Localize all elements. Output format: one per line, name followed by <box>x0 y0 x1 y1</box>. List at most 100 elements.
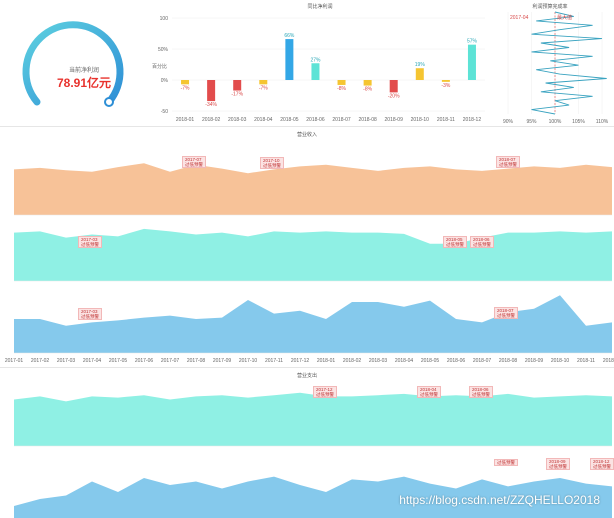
bar <box>363 80 372 86</box>
y-tick-label: 50% <box>158 47 169 53</box>
month-tick-label: 2017-05 <box>109 358 128 364</box>
warning-callout: 2018-05 过低预警 <box>443 236 467 248</box>
revenue-area-orange <box>14 163 612 215</box>
x-tick-label: 95% <box>526 119 537 125</box>
callout-line: 过低预警 <box>420 392 438 397</box>
x-tick-label: 2018-03 <box>228 117 247 123</box>
x-tick-label: 100% <box>549 119 562 125</box>
yoy-profit-bar-chart: 100 50% 0% -50 百分比 -7% 2018-01 -34% 2018-02 -17% 2… <box>152 16 485 123</box>
line-panel-title: 利润预算完成率 <box>532 4 568 10</box>
bar-data-label: -7% <box>181 85 190 91</box>
expense-section-title: 营业支出 <box>296 373 317 379</box>
bar-data-label: -20% <box>388 93 400 99</box>
callout-line: 2018-07 <box>497 308 514 313</box>
callout-line: 过低预警 <box>446 242 464 247</box>
expense-area-charts <box>14 392 612 518</box>
x-tick-label: 2018-05 <box>280 117 299 123</box>
month-tick-label: 2018-06 <box>447 358 466 364</box>
warning-callout: 2017-12 过低预警 <box>313 386 337 398</box>
callout-line: 过低预警 <box>185 162 203 167</box>
callout-line: 过低预警 <box>549 464 567 469</box>
gauge-value: 78.91亿元 <box>56 76 112 90</box>
month-tick-label: 2017-09 <box>213 358 232 364</box>
y-tick-label: 100 <box>160 16 169 22</box>
callout-line: 过低预警 <box>81 242 99 247</box>
x-tick-label: 2018-11 <box>437 117 455 123</box>
callout-line: 2017-10 <box>263 158 280 163</box>
bar <box>389 80 398 93</box>
callout-line: 2017-12 <box>316 387 333 392</box>
month-tick-label: 2017-06 <box>135 358 154 364</box>
month-tick-label: 2017-02 <box>31 358 50 364</box>
y-tick-label: -50 <box>161 109 168 115</box>
expense-area-blue <box>14 476 612 518</box>
callout-line: 过低预警 <box>81 314 99 319</box>
y-tick-label: 0% <box>161 78 169 84</box>
divider <box>0 367 614 368</box>
callout-line: 过低预警 <box>497 460 515 465</box>
line-annotation: 2017-04 <box>510 15 529 21</box>
revenue-area-charts: 2017-01 2017-02 2017-03 2017-04 2017-05 2017-… <box>5 163 614 364</box>
warning-callout: 2018-06 过低预警 <box>470 236 494 248</box>
x-tick-label: 2018-08 <box>358 117 377 123</box>
warning-callout: 2018-09 过低预警 <box>546 458 570 470</box>
warning-callout: 2018-07 过低预警 <box>496 156 520 168</box>
callout-line: 过低预警 <box>499 162 517 167</box>
callout-line: 2018-09 <box>549 459 566 464</box>
completion-line <box>531 11 607 115</box>
y-axis-unit: 百分比 <box>152 63 167 70</box>
bar-data-label: -34% <box>205 102 217 108</box>
x-tick-label: 2018-07 <box>332 117 351 123</box>
warning-callout: 2017-10 过低预警 <box>260 157 284 169</box>
bar <box>181 80 190 85</box>
budget-completion-line-chart: 90% 95% 100% 105% 110% 2017-04 最大值 <box>503 11 609 125</box>
callout-line: 过低预警 <box>316 392 334 397</box>
warning-callout: 2018-06 过低预警 <box>469 386 493 398</box>
bar-data-label: 27% <box>310 57 321 63</box>
revenue-section-title: 营业收入 <box>296 132 317 138</box>
callout-line: 2018-07 <box>499 157 516 162</box>
bar <box>233 80 242 91</box>
callout-line: 过低预警 <box>263 163 281 168</box>
bar-data-label: -8% <box>363 87 372 93</box>
warning-callout: 2018-07 过低预警 <box>494 307 518 319</box>
callout-line: 2017-03 <box>81 309 98 314</box>
month-tick-label: 2018-04 <box>395 358 414 364</box>
callout-line: 2017-03 <box>81 237 98 242</box>
x-tick-label: 2018-09 <box>385 117 404 123</box>
month-tick-label: 2018-11 <box>577 358 595 364</box>
bar <box>311 63 320 80</box>
watermark: https://blog.csdn.net/ZZQHELLO2018 <box>399 493 600 507</box>
x-tick-label: 110% <box>596 119 609 125</box>
gauge-knob <box>104 97 114 107</box>
callout-line: 过低预警 <box>472 392 490 397</box>
bar <box>441 80 450 82</box>
gauge-ring <box>22 21 124 107</box>
callout-line: 过低预警 <box>593 464 611 469</box>
expense-area-cyan <box>14 392 612 446</box>
x-tick-label: 2018-04 <box>254 117 273 123</box>
bar-data-label: -17% <box>231 92 243 98</box>
bar <box>285 39 294 80</box>
month-tick-label: 2018-02 <box>343 358 362 364</box>
bar-data-label: 57% <box>467 39 478 45</box>
month-tick-label: 2018-03 <box>369 358 388 364</box>
bar-data-label: -3% <box>441 83 450 89</box>
gauge-arc <box>22 21 124 106</box>
callout-line: 2018-12 <box>593 459 610 464</box>
callout-line: 2018-06 <box>472 387 489 392</box>
divider <box>0 126 614 127</box>
callout-line: 过低预警 <box>497 313 515 318</box>
month-tick-label: 2017-10 <box>239 358 258 364</box>
x-tick-label: 105% <box>572 119 585 125</box>
bar <box>467 44 476 80</box>
revenue-area-cyan <box>14 228 612 281</box>
month-tick-label: 2018-10 <box>551 358 570 364</box>
callout-line: 2018-06 <box>473 237 490 242</box>
callout-line: 2018-04 <box>420 387 437 392</box>
warning-callout: 2018-04 过低预警 <box>417 386 441 398</box>
profit-gauge: 当前净利润 78.91亿元 <box>8 8 140 118</box>
month-tick-label: 2018-07 <box>473 358 492 364</box>
month-tick-label: 2017-12 <box>291 358 310 364</box>
warning-callout: 2017-03 过低预警 <box>78 236 102 248</box>
